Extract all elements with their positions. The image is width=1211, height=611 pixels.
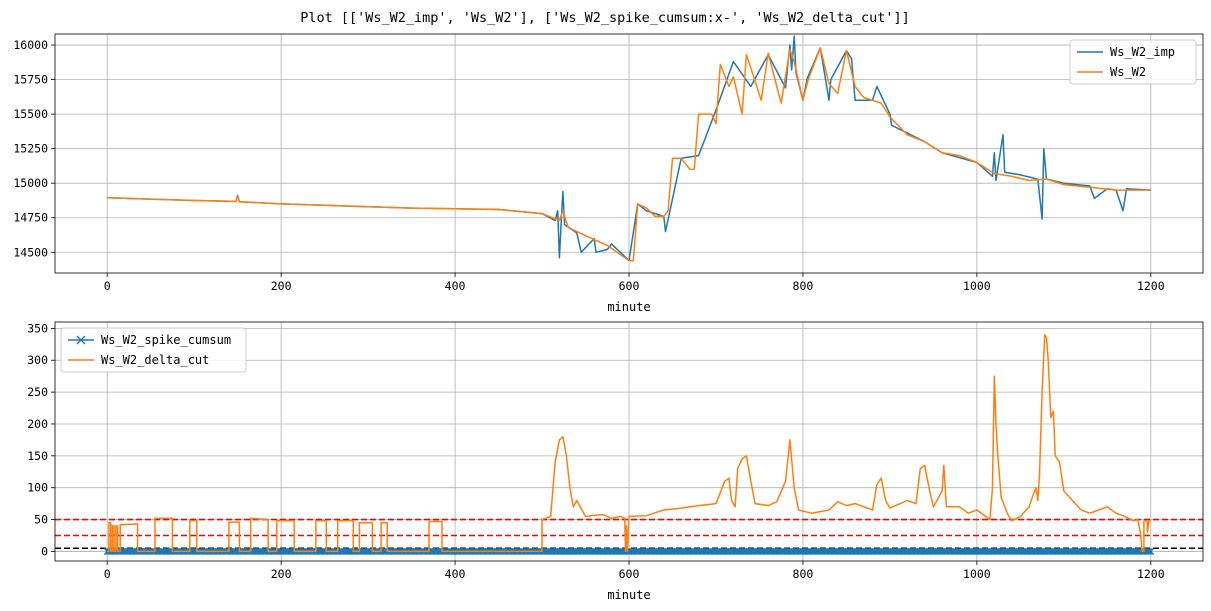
x-tick-label: 600 [619, 567, 640, 581]
x-tick-label: 400 [445, 567, 466, 581]
x-axis-label: minute [607, 588, 650, 602]
y-tick-label: 14750 [13, 211, 48, 225]
y-tick-label: 100 [27, 481, 48, 495]
x-tick-label: 800 [793, 567, 814, 581]
y-tick-label: 250 [27, 385, 48, 399]
bottom-axes: 0 200 400 600 800 1000 1200 0 50 100 150 200 250 300 3… [27, 321, 1204, 602]
y-tick-label: 15500 [13, 107, 48, 121]
x-tick-label: 200 [271, 279, 292, 293]
y-tick-label: 15250 [13, 142, 48, 156]
y-tick-label: 15750 [13, 73, 48, 87]
x-tick-label: 1200 [1137, 567, 1165, 581]
x-tick-label: 0 [104, 279, 111, 293]
series-marker [1147, 548, 1155, 555]
series-markers-Ws_W2_spike_cumsum [103, 548, 1155, 555]
legend-label-Ws_W2_imp: Ws_W2_imp [1110, 45, 1175, 59]
x-tick-label: 1000 [963, 567, 991, 581]
y-tick-label: 0 [41, 544, 48, 558]
series-line-Ws_W2 [107, 47, 1151, 262]
series-marker [1146, 548, 1153, 555]
top-axes: 0 200 400 600 800 1000 1200 14500 14750 15000 1525… [13, 33, 1204, 314]
x-axis-label: minute [607, 300, 650, 314]
y-tick-label: 16000 [13, 38, 48, 52]
legend-box [1069, 39, 1197, 85]
y-tick-label: 350 [27, 321, 48, 335]
series-line-Ws_W2_delta_cut [107, 333, 1151, 553]
legend: Ws_W2_imp Ws_W2 [1069, 39, 1197, 85]
x-tick-label: 1200 [1137, 279, 1165, 293]
x-tick-label: 200 [271, 567, 292, 581]
y-tick-label: 300 [27, 353, 48, 367]
y-tick-label: 14500 [13, 245, 48, 259]
figure-title: Plot [['Ws_W2_imp', 'Ws_W2'], ['Ws_W2_sp… [300, 10, 910, 26]
legend-label-Ws_W2_delta_cut: Ws_W2_delta_cut [101, 353, 209, 367]
plot-area [107, 35, 1151, 262]
legend-box [60, 327, 247, 373]
legend: Ws_W2_spike_cumsum Ws_W2_delta_cut [60, 327, 247, 373]
x-tick-label: 1000 [963, 279, 991, 293]
y-tick-label: 50 [34, 513, 48, 527]
y-tick-label: 15000 [13, 176, 48, 190]
y-tick-label: 150 [27, 449, 48, 463]
legend-marker [76, 335, 86, 345]
x-tick-label: 600 [619, 279, 640, 293]
x-tick-label: 800 [793, 279, 814, 293]
y-tick-label: 200 [27, 417, 48, 431]
plot-area [55, 333, 1203, 555]
legend-label-Ws_W2_spike_cumsum: Ws_W2_spike_cumsum [101, 333, 231, 347]
legend-label-Ws_W2: Ws_W2 [1110, 65, 1146, 79]
series-marker [1144, 548, 1152, 555]
x-tick-label: 400 [445, 279, 466, 293]
x-tick-label: 0 [104, 567, 111, 581]
